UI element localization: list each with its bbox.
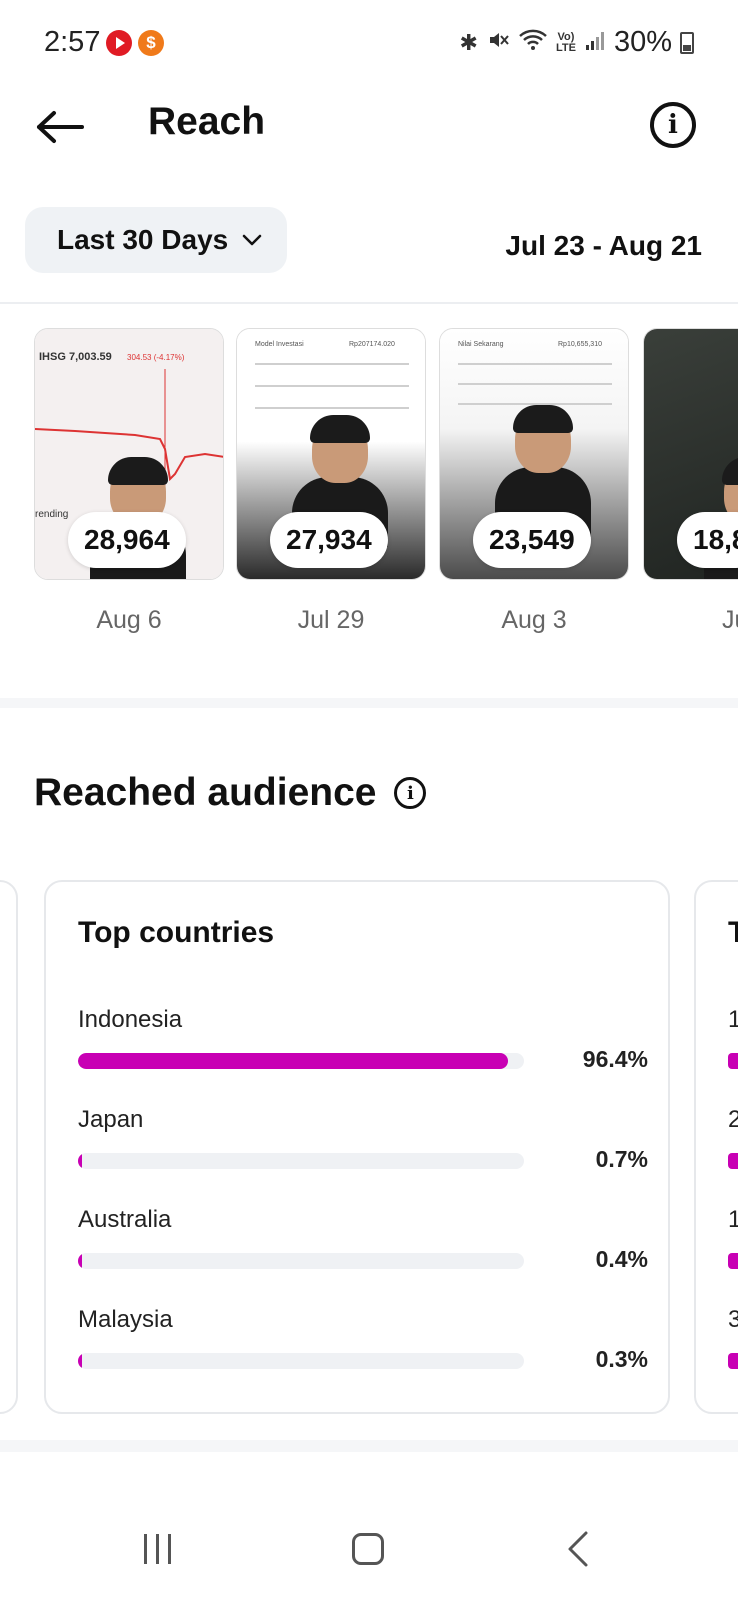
country-bar-track xyxy=(78,1053,524,1069)
next-card-bar-peek xyxy=(728,1353,738,1369)
reel-date: Aug 3 xyxy=(501,606,567,634)
finance-app-notification-icon: $ xyxy=(138,30,164,56)
country-bar-track xyxy=(78,1153,524,1169)
next-card-row-peek: 1 xyxy=(728,1006,738,1034)
page-title: Reach xyxy=(148,100,266,143)
reel-date: Aug 6 xyxy=(96,606,162,634)
reel-date: Jul 29 xyxy=(297,606,365,634)
country-percent: 0.7% xyxy=(595,1146,648,1172)
section-separator xyxy=(0,698,738,708)
top-content-carousel[interactable]: IHSG 7,003.59 304.53 (-4.17%) rending 28… xyxy=(0,328,738,638)
next-card-row-peek: 2 xyxy=(728,1106,738,1134)
divider xyxy=(0,302,738,304)
status-indicators: ✱ Vo) LTE 30% xyxy=(460,26,694,59)
top-countries-card: Top countries Indonesia 96.4% Japan 0.7%… xyxy=(44,880,670,1414)
reel-thumbnail[interactable]: 18,8 xyxy=(643,328,738,580)
reel-overlay-text: Nilai Sekarang xyxy=(458,341,504,348)
reel-card[interactable]: 18,8 Jul xyxy=(643,328,738,635)
system-back-button[interactable] xyxy=(566,1530,590,1568)
reel-overlay-text: IHSG 7,003.59 xyxy=(39,351,112,363)
country-bar-track xyxy=(78,1253,524,1269)
table-divider-line xyxy=(458,383,612,385)
country-bar-fill xyxy=(78,1253,82,1269)
reel-thumbnail[interactable]: Nilai Sekarang Rp10,655,310 23,549 xyxy=(439,328,629,580)
country-percent: 0.3% xyxy=(595,1346,648,1372)
section-title-text: Reached audience xyxy=(34,771,377,814)
reel-overlay-text: Model Investasi xyxy=(255,341,304,348)
arrow-left-icon xyxy=(37,111,84,143)
battery-percent: 30% xyxy=(613,26,672,58)
table-divider-line xyxy=(458,403,612,405)
presenter-image xyxy=(495,405,591,537)
country-percent: 0.4% xyxy=(595,1246,648,1272)
next-card-row-peek: 1 xyxy=(728,1206,738,1234)
reel-overlay-subtext: Rp207174.020 xyxy=(349,341,395,348)
next-card-bar-peek xyxy=(728,1153,738,1169)
mute-icon xyxy=(486,28,510,58)
date-range: Jul 23 - Aug 21 xyxy=(505,230,702,261)
info-icon[interactable]: i xyxy=(394,777,427,809)
reel-reach-count: 27,934 xyxy=(270,512,388,568)
section-separator xyxy=(0,1440,738,1452)
next-card-bar-peek xyxy=(728,1053,738,1069)
reel-overlay-caption: rending xyxy=(35,509,69,520)
country-row: Malaysia 0.3% xyxy=(78,1306,648,1372)
table-divider-line xyxy=(255,385,409,387)
youtube-notification-icon xyxy=(106,30,132,56)
country-name: Malaysia xyxy=(78,1306,173,1333)
card-title: Top countries xyxy=(78,916,275,949)
country-row: Japan 0.7% xyxy=(78,1106,648,1172)
reel-thumbnail[interactable]: IHSG 7,003.59 304.53 (-4.17%) rending 28… xyxy=(34,328,224,580)
country-bar-fill xyxy=(78,1053,508,1069)
volte-icon: Vo) LTE xyxy=(555,30,576,54)
reel-card[interactable]: IHSG 7,003.59 304.53 (-4.17%) rending 28… xyxy=(34,328,224,635)
chevron-down-icon xyxy=(242,234,262,246)
reel-card[interactable]: Nilai Sekarang Rp10,655,310 23,549 Aug 3 xyxy=(439,328,629,635)
reel-overlay-subtext: Rp10,655,310 xyxy=(558,341,602,348)
reel-card[interactable]: Model Investasi Rp207174.020 27,934 Jul … xyxy=(236,328,426,635)
reel-date: Jul xyxy=(722,606,738,634)
info-button[interactable]: i xyxy=(650,102,696,148)
battery-icon xyxy=(680,31,694,54)
status-bar: 2:57 $ ✱ Vo) LTE 30% xyxy=(0,0,738,88)
next-card-peek[interactable]: T 1 2 1 3 xyxy=(694,880,738,1414)
reel-thumbnail[interactable]: Model Investasi Rp207174.020 27,934 xyxy=(236,328,426,580)
status-time: 2:57 xyxy=(44,26,101,58)
period-dropdown[interactable]: Last 30 Days xyxy=(25,207,287,273)
wifi-icon xyxy=(518,28,548,58)
previous-card-peek[interactable] xyxy=(0,880,18,1414)
reel-reach-count: 18,8 xyxy=(677,512,738,568)
home-button[interactable] xyxy=(352,1533,384,1565)
country-row: Australia 0.4% xyxy=(78,1206,648,1272)
next-card-row-peek: 3 xyxy=(728,1306,738,1334)
country-bar-fill xyxy=(78,1353,82,1369)
country-bar-fill xyxy=(78,1153,82,1169)
reel-reach-count: 23,549 xyxy=(473,512,591,568)
next-card-title-peek: T xyxy=(728,916,738,950)
system-nav-bar xyxy=(0,1500,738,1600)
reel-reach-count: 28,964 xyxy=(68,512,186,568)
info-icon: i xyxy=(668,110,678,140)
next-card-bar-peek xyxy=(728,1253,738,1269)
country-name: Indonesia xyxy=(78,1006,183,1033)
recents-button[interactable] xyxy=(144,1534,171,1564)
table-divider-line xyxy=(458,363,612,365)
back-button[interactable] xyxy=(30,102,90,152)
table-divider-line xyxy=(255,363,409,365)
country-name: Australia xyxy=(78,1206,172,1233)
country-bar-track xyxy=(78,1353,524,1369)
country-row: Indonesia 96.4% xyxy=(78,1006,648,1072)
table-divider-line xyxy=(255,407,409,409)
bluetooth-icon: ✱ xyxy=(459,29,478,55)
reached-audience-heading: Reached audience i xyxy=(34,771,427,815)
country-percent: 96.4% xyxy=(582,1046,648,1072)
signal-icon xyxy=(584,29,606,57)
reel-overlay-subtext: 304.53 (-4.17%) xyxy=(127,353,185,362)
country-name: Japan xyxy=(78,1106,144,1133)
period-label: Last 30 Days xyxy=(57,224,229,255)
